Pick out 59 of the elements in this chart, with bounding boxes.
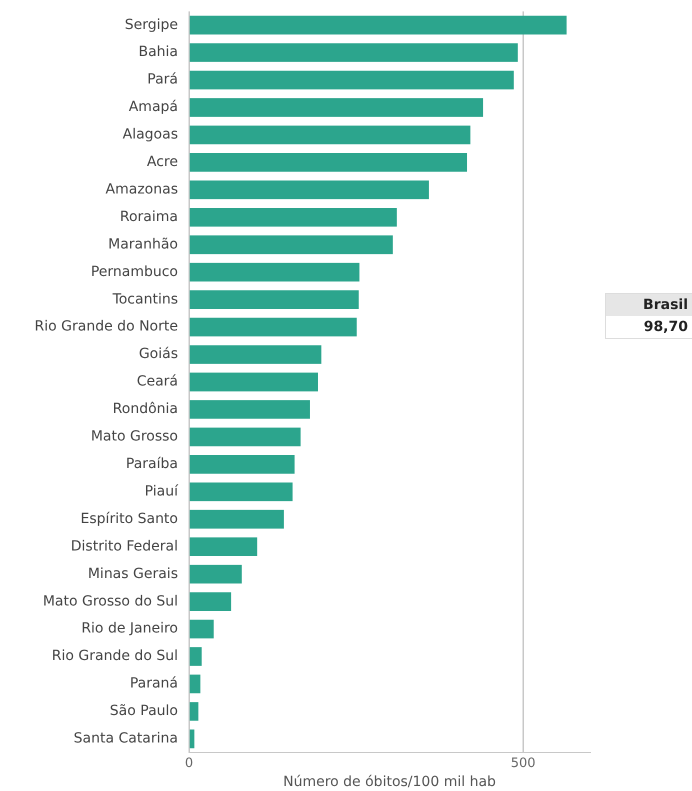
bar <box>190 16 567 34</box>
y-tick-label: Amapá <box>128 99 178 116</box>
y-tick-label: Mato Grosso <box>90 428 178 445</box>
y-tick-label: Roraima <box>120 208 178 225</box>
y-tick-label: Rio Grande do Norte <box>34 318 178 335</box>
y-tick-label: Paraíba <box>126 456 178 472</box>
bar <box>190 620 214 638</box>
y-tick-label: Acre <box>146 154 178 170</box>
bar <box>190 510 284 529</box>
text: Brasil <box>606 294 692 316</box>
bar <box>190 262 360 282</box>
bar <box>190 318 357 336</box>
y-tick-label: Espírito Santo <box>80 510 178 527</box>
bar <box>190 235 393 254</box>
bar <box>190 208 397 227</box>
y-tick-label: Pará <box>147 72 178 88</box>
bar <box>190 153 468 172</box>
bar <box>190 372 318 392</box>
y-tick-label: Goiás <box>138 346 178 362</box>
y-tick-label: Mato Grosso do Sul <box>42 593 178 610</box>
bar <box>190 345 322 364</box>
bar <box>190 126 470 144</box>
y-tick-label: Pernambuco <box>90 264 178 280</box>
x-axis-title: Número de óbitos/100 mil hab <box>283 774 496 790</box>
bar <box>190 564 242 584</box>
bar <box>190 428 301 446</box>
bar <box>190 482 293 502</box>
bar <box>190 43 518 62</box>
y-tick-label: Rio de Janeiro <box>81 620 178 637</box>
y-tick-label: Distrito Federal <box>70 538 178 554</box>
y-tick-label: Sergipe <box>124 16 178 33</box>
y-tick-label: Alagoas <box>122 126 178 143</box>
y-tick-label: Paraná <box>130 676 178 692</box>
bar <box>190 674 200 694</box>
y-tick-label: Santa Catarina <box>74 730 178 747</box>
y-tick-label: Minas Gerais <box>88 566 178 582</box>
y-tick-label: Tocantins <box>112 291 178 308</box>
bar <box>190 290 359 309</box>
bar <box>190 592 232 611</box>
bar <box>190 70 514 90</box>
x-tick-label: 500 <box>510 756 536 771</box>
bar <box>190 730 194 748</box>
y-tick-label: Amazonas <box>106 181 178 198</box>
y-tick-label: Ceará <box>136 374 178 390</box>
text: 98,70 <box>642 318 689 337</box>
bar <box>190 702 198 721</box>
y-tick-label: Piauí <box>144 483 180 500</box>
y-tick-label: Rio Grande do Sul <box>52 648 178 664</box>
bar <box>190 400 310 419</box>
y-tick-label: Bahia <box>138 44 178 60</box>
y-tick-label: Maranhão <box>108 236 178 252</box>
bar <box>190 537 258 556</box>
x-tick-label: 0 <box>184 756 194 771</box>
y-tick-label: São Paulo <box>110 703 178 720</box>
bar <box>190 98 484 117</box>
bar <box>190 180 429 200</box>
y-tick-label: Rondônia <box>112 401 178 418</box>
bar <box>190 455 295 474</box>
bar <box>190 647 202 666</box>
